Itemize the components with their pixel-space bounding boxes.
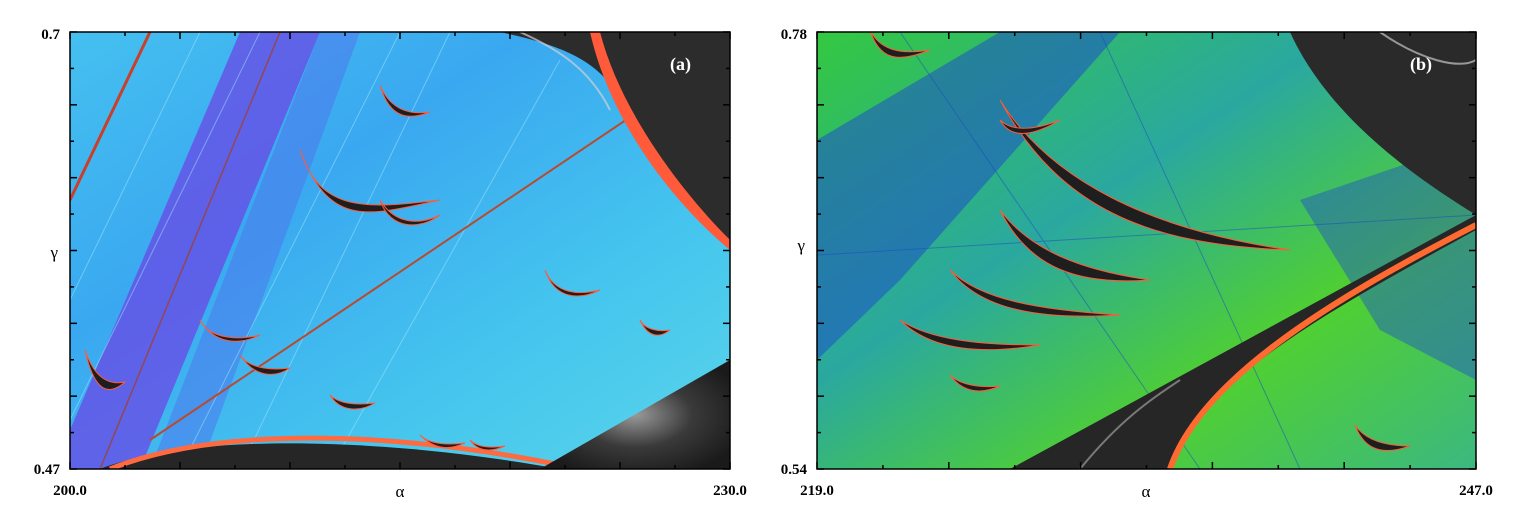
panel-a-dark-corner bbox=[540, 360, 730, 469]
panel-b-cusps bbox=[870, 32, 1411, 452]
panel-a-red-border bbox=[590, 32, 730, 250]
panel-a-y-axis-label: γ bbox=[49, 243, 58, 262]
panel-b-dark-wedge bbox=[1010, 215, 1476, 469]
panel-a-x-tick-left: 200.0 bbox=[53, 483, 87, 499]
panel-b-blue-band bbox=[817, 32, 1120, 360]
panel-a-x-axis-label: α bbox=[396, 482, 405, 501]
panel-a-label: (a) bbox=[670, 54, 691, 75]
axis-ticks bbox=[69, 31, 1477, 470]
panel-a-violet-band bbox=[70, 32, 320, 469]
panel-b-y-tick-top: 0.78 bbox=[781, 27, 807, 43]
panel-a-edge-line bbox=[70, 32, 152, 201]
panel-b-x-axis-label: α bbox=[1142, 482, 1151, 501]
panel-b: (b) bbox=[817, 32, 1476, 469]
panel-b-label: (b) bbox=[1410, 54, 1432, 75]
panel-b-dark-region bbox=[1290, 32, 1476, 215]
panel-a-y-tick-bottom: 0.47 bbox=[34, 462, 61, 478]
panel-b-x-tick-right: 247.0 bbox=[1459, 483, 1493, 499]
panel-a: (a) bbox=[70, 32, 730, 469]
panel-b-x-tick-left: 219.0 bbox=[800, 483, 834, 499]
panel-b-y-axis-label: γ bbox=[796, 236, 805, 255]
panel-a-dark-region bbox=[500, 32, 730, 240]
panel-a-y-tick-top: 0.7 bbox=[41, 27, 60, 43]
panel-b-y-tick-bottom: 0.54 bbox=[781, 462, 808, 478]
panel-a-x-tick-right: 230.0 bbox=[713, 483, 747, 499]
panel-b-red-border bbox=[1167, 222, 1476, 469]
panel-a-cusps bbox=[84, 84, 671, 451]
panel-a-dark-bottom bbox=[100, 443, 560, 469]
